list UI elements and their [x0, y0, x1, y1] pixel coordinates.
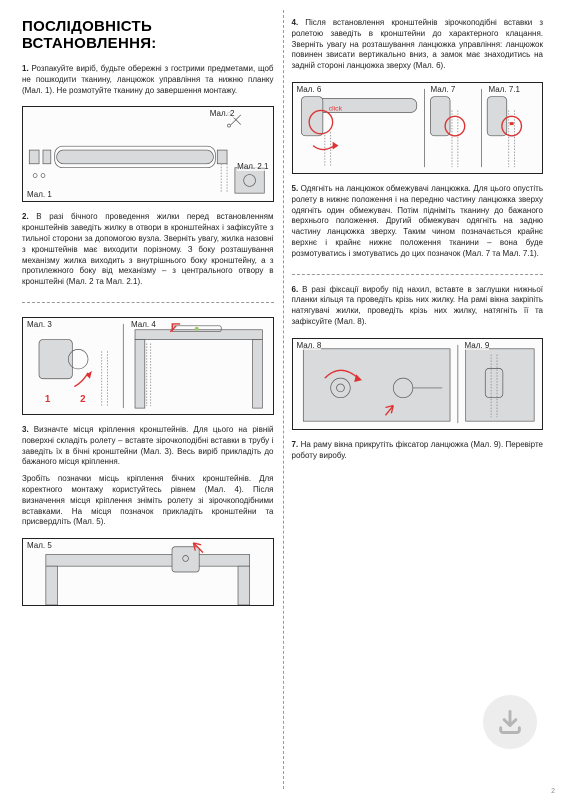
svg-text:1: 1: [45, 394, 51, 405]
fig-label-4: Мал. 4: [131, 320, 156, 329]
step-6-text: 6. В разі фіксації виробу під нахил, вст…: [292, 285, 544, 328]
fig-label-5: Мал. 5: [27, 541, 52, 550]
svg-text:2: 2: [80, 394, 86, 405]
divider-left-1: [22, 302, 274, 303]
step-3a-text: 3. Визначте місця кріплення кронштейнів.…: [22, 425, 274, 468]
fig-label-6: Мал. 6: [297, 85, 322, 94]
step-5-text: 5. Одягніть на ланцюжок обмежувачі ланцю…: [292, 184, 544, 260]
step-7-text: 7. На раму вікна прикрутіть фіксатор лан…: [292, 440, 544, 462]
divider-right-1: [292, 274, 544, 275]
svg-text:click: click: [328, 105, 342, 112]
fig-label-21: Мал. 2.1: [237, 162, 268, 171]
fig-3-4-illustration: 1 2: [23, 318, 273, 414]
figure-1-2: Мал. 1 Мал. 2 Мал. 2.1: [22, 106, 274, 202]
fig-label-71: Мал. 7.1: [489, 85, 520, 94]
right-column: 4. Після встановлення кронштейнів зірочк…: [292, 18, 544, 789]
fig-6-7-illustration: click: [293, 83, 543, 173]
fig-label-3: Мал. 3: [27, 320, 52, 329]
figure-6-7: click Мал. 6: [292, 82, 544, 174]
vertical-divider: [283, 10, 284, 789]
step-3b-text: Зробіть позначки місць кріплення бічних …: [22, 474, 274, 528]
fig-1-2-illustration: [23, 107, 273, 201]
page-title: ПОСЛІДОВНІСТЬ ВСТАНОВЛЕННЯ:: [22, 18, 274, 52]
figure-5: Мал. 5: [22, 538, 274, 606]
fig-label-9: Мал. 9: [465, 341, 490, 350]
figure-8-9: Мал. 8 Мал. 9: [292, 338, 544, 430]
fig-5-illustration: [23, 539, 273, 605]
fig-label-8: Мал. 8: [297, 341, 322, 350]
left-column: ПОСЛІДОВНІСТЬ ВСТАНОВЛЕННЯ: 1. Розпакуйт…: [22, 18, 274, 789]
fig-8-9-illustration: [293, 339, 543, 429]
step-4-text: 4. Після встановлення кронштейнів зірочк…: [292, 18, 544, 72]
step-2-text: 2. В разі бічного проведення жилки перед…: [22, 212, 274, 288]
watermark-icon: [483, 695, 537, 749]
figure-3-4: 1 2 Мал. 3 Мал. 4: [22, 317, 274, 415]
fig-label-1: Мал. 1: [27, 190, 52, 199]
fig-label-2: Мал. 2: [210, 109, 235, 118]
step-1-text: 1. Розпакуйте виріб, будьте обережні з г…: [22, 64, 274, 96]
fig-label-7: Мал. 7: [431, 85, 456, 94]
page-number: 2: [551, 788, 555, 795]
